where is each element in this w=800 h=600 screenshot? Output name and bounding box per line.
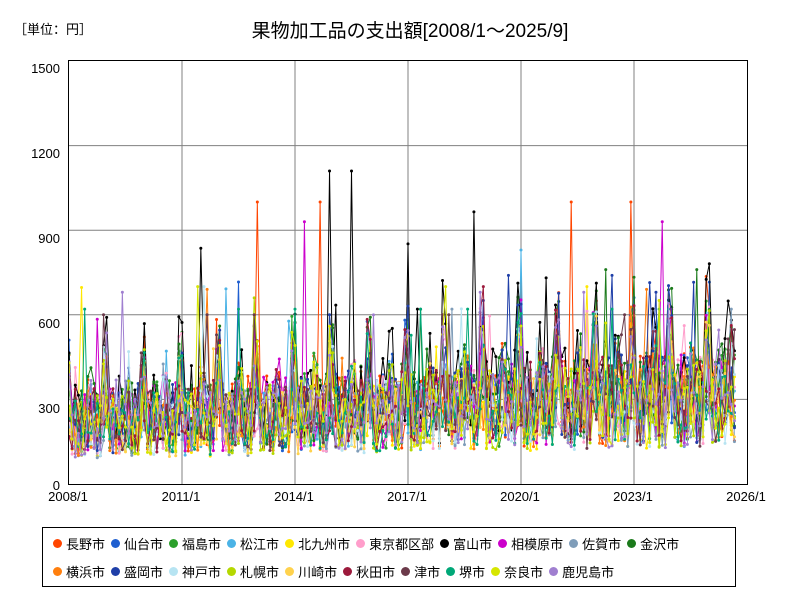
legend-marker-icon — [569, 539, 579, 548]
legend-label: 札幌市 — [240, 565, 280, 580]
y-tick-600: 600 — [38, 316, 60, 331]
legend-marker-icon — [446, 567, 456, 576]
page-title: 果物加工品の支出額[2008/1～2025/9] — [251, 21, 569, 42]
legend-item-a2[interactable]: 福島市 — [169, 534, 221, 553]
legend-marker-icon — [356, 539, 366, 548]
legend-marker-icon — [53, 539, 62, 548]
legend-label: 金沢市 — [640, 537, 680, 552]
legend-item-b1[interactable]: 盛岡市 — [111, 562, 163, 581]
legend-item-a8[interactable]: 佐賀市 — [569, 534, 621, 553]
legend-item-b4[interactable]: 川崎市 — [285, 562, 337, 581]
legend-row-1: 長野市 仙台市 福島市 松江市 北九州市 東京都区部 富山市 相模原市 佐賀市 金沢市 — [43, 531, 735, 556]
legend-marker-icon — [498, 539, 508, 548]
legend-label: 奈良市 — [504, 565, 544, 580]
legend-label: 相模原市 — [511, 537, 564, 552]
chart-plot-area — [68, 60, 748, 485]
legend-marker-icon — [227, 539, 237, 548]
legend-marker-icon — [285, 539, 295, 548]
legend-item-a5[interactable]: 東京都区部 — [356, 534, 434, 553]
legend-marker-icon — [285, 567, 295, 576]
legend-item-a6[interactable]: 富山市 — [440, 534, 492, 553]
legend-label: 神戸市 — [182, 565, 222, 580]
x-tick-2017: 2017/1 — [387, 489, 427, 504]
legend-marker-icon — [169, 539, 179, 548]
x-tick-2020: 2020/1 — [500, 489, 540, 504]
legend-label: 川崎市 — [298, 565, 338, 580]
chart-svg — [69, 61, 747, 484]
legend-label: 東京都区部 — [369, 537, 435, 552]
legend-label: 松江市 — [240, 537, 280, 552]
y-tick-300: 300 — [38, 401, 60, 416]
legend-marker-icon — [227, 567, 237, 576]
legend-label: 福島市 — [182, 537, 222, 552]
legend-marker-icon — [627, 539, 637, 548]
legend-label: 盛岡市 — [124, 565, 164, 580]
x-tick-2014: 2014/1 — [274, 489, 314, 504]
legend-marker-icon — [111, 539, 121, 548]
x-tick-2008: 2008/1 — [48, 489, 88, 504]
legend-item-a4[interactable]: 北九州市 — [285, 534, 350, 553]
legend-label: 仙台市 — [124, 537, 164, 552]
legend-item-a1[interactable]: 仙台市 — [111, 534, 163, 553]
x-tick-2011: 2011/1 — [161, 489, 201, 504]
legend-label: 鹿児島市 — [562, 565, 615, 580]
legend-item-b0[interactable]: 横浜市 — [53, 562, 105, 581]
y-tick-900: 900 — [38, 231, 60, 246]
legend-item-a7[interactable]: 相模原市 — [498, 534, 563, 553]
legend-item-b7[interactable]: 堺市 — [446, 562, 485, 581]
legend-item-b5[interactable]: 秋田市 — [343, 562, 395, 581]
legend-label: 津市 — [414, 565, 441, 580]
legend-item-b9[interactable]: 鹿児島市 — [549, 562, 614, 581]
legend-label: 秋田市 — [356, 565, 396, 580]
legend-item-a0[interactable]: 長野市 — [53, 534, 105, 553]
legend-marker-icon — [343, 567, 353, 576]
legend-marker-icon — [491, 567, 501, 576]
legend-label: 富山市 — [453, 537, 493, 552]
x-tick-2026: 2026/1 — [726, 489, 766, 504]
legend-item-b3[interactable]: 札幌市 — [227, 562, 279, 581]
legend-label: 堺市 — [459, 565, 486, 580]
legend-label: 長野市 — [66, 537, 106, 552]
legend-marker-icon — [401, 567, 411, 576]
unit-label: ［単位：円］ — [14, 22, 93, 37]
legend-row-2: 横浜市 盛岡市 神戸市 札幌市 川崎市 秋田市 津市 堺市 奈良市 鹿児島市 — [43, 559, 735, 584]
legend-marker-icon — [440, 539, 450, 548]
legend-marker-icon — [111, 567, 121, 576]
legend-marker-icon — [549, 567, 559, 576]
y-tick-1200: 1200 — [31, 146, 60, 161]
legend-label: 佐賀市 — [582, 537, 622, 552]
y-tick-1500: 1500 — [31, 61, 60, 76]
legend-marker-icon — [53, 567, 62, 576]
legend-item-b2[interactable]: 神戸市 — [169, 562, 221, 581]
legend-item-b6[interactable]: 津市 — [401, 562, 440, 581]
legend-marker-icon — [169, 567, 179, 576]
legend-item-a9[interactable]: 金沢市 — [627, 534, 679, 553]
legend-item-b8[interactable]: 奈良市 — [491, 562, 543, 581]
x-tick-2023: 2023/1 — [613, 489, 653, 504]
legend-item-a3[interactable]: 松江市 — [227, 534, 279, 553]
y-tick-0: 0 — [52, 478, 60, 493]
legend-label: 横浜市 — [66, 565, 106, 580]
legend-label: 北九州市 — [298, 537, 351, 552]
chart-legend: 長野市 仙台市 福島市 松江市 北九州市 東京都区部 富山市 相模原市 佐賀市 金沢市 横浜市 盛岡… — [42, 527, 736, 587]
